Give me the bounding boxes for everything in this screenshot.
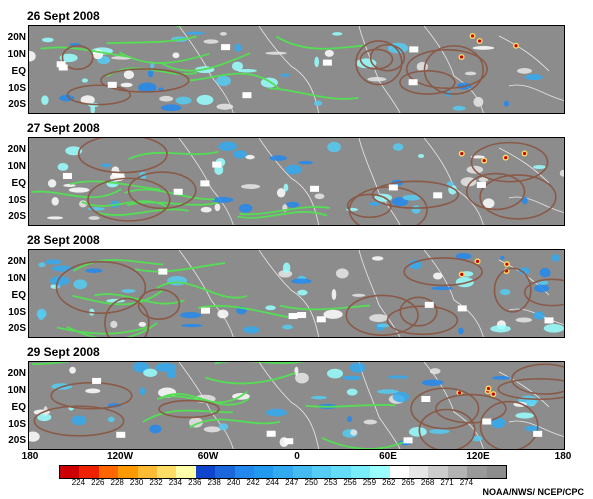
- legend-label: 236: [188, 478, 202, 487]
- lat-label-10n-panel-2: 10N: [7, 161, 26, 172]
- legend-label: 230: [129, 478, 144, 487]
- panel-date-3: 28 Sept 2008: [27, 233, 100, 247]
- panel-date-2: 27 Sept 2008: [27, 121, 100, 135]
- legend-label: 274: [459, 478, 474, 487]
- legend-swatch: [118, 466, 138, 478]
- lat-label-eq-panel-2: EQ: [11, 178, 26, 189]
- map-panel-1: [28, 25, 565, 114]
- legend-label: 262: [382, 478, 396, 487]
- legend-swatch: [156, 466, 177, 478]
- lat-label-10s-panel-2: 10S: [8, 195, 26, 206]
- legend-swatch: [60, 466, 80, 478]
- legend-swatch: [428, 466, 448, 478]
- legend-swatch: [215, 466, 235, 478]
- lon-label-120e: 120E: [466, 451, 490, 462]
- lat-label-20s-panel-2: 20S: [8, 211, 26, 222]
- panel-date-1: 26 Sept 2008: [27, 9, 100, 23]
- map-panel-4: [28, 361, 565, 450]
- lat-label-20s-panel-3: 20S: [8, 323, 26, 334]
- legend-label: 259: [362, 478, 377, 487]
- lat-label-10s-panel-4: 10S: [8, 419, 26, 430]
- legend-label: 224: [71, 478, 86, 487]
- lon-label-60w: 60W: [197, 451, 219, 462]
- lon-label-60e: 60E: [379, 451, 397, 462]
- lat-label-20n-panel-3: 20N: [7, 256, 26, 267]
- legend-label: 226: [91, 478, 105, 487]
- lat-label-10s-panel-3: 10S: [8, 307, 26, 318]
- legend-swatch: [350, 466, 371, 478]
- legend-label: 234: [168, 478, 183, 487]
- lat-label-20s-panel-1: 20S: [8, 99, 26, 110]
- legend-swatch: [409, 466, 429, 478]
- credit-text: NOAA/NWS/ NCEP/CPC: [482, 487, 584, 497]
- map-panel-3: [28, 249, 565, 338]
- legend-swatch: [331, 466, 351, 478]
- lat-label-10s-panel-1: 10S: [8, 83, 26, 94]
- lat-label-20s-panel-4: 20S: [8, 435, 26, 446]
- lon-label-180w: 180: [21, 451, 39, 462]
- legend-swatch: [195, 466, 216, 478]
- legend-label: 256: [343, 478, 357, 487]
- legend-label: 247: [285, 478, 299, 487]
- legend-swatch: [486, 466, 506, 478]
- legend-label: 250: [304, 478, 318, 487]
- legend-swatch: [98, 466, 119, 478]
- map-panel-2: [28, 137, 565, 226]
- panel-date-4: 29 Sept 2008: [27, 345, 100, 359]
- legend-swatch: [253, 466, 274, 478]
- lat-label-20n-panel-2: 20N: [7, 144, 26, 155]
- legend-swatch: [389, 466, 410, 478]
- legend-label: 271: [440, 478, 454, 487]
- legend-label: 232: [149, 478, 163, 487]
- legend-swatch: [447, 466, 468, 478]
- lat-label-eq-panel-1: EQ: [11, 66, 26, 77]
- lat-label-eq-panel-3: EQ: [11, 290, 26, 301]
- legend-swatch: [292, 466, 313, 478]
- legend-label: 228: [110, 478, 124, 487]
- legend-label: 265: [401, 478, 415, 487]
- lat-label-eq-panel-4: EQ: [11, 402, 26, 413]
- color-legend: [59, 465, 507, 479]
- lat-label-10n-panel-1: 10N: [7, 49, 26, 60]
- legend-label: 238: [207, 478, 221, 487]
- lon-label-0: 0: [294, 451, 300, 462]
- legend-label: 240: [226, 478, 241, 487]
- legend-swatch: [234, 466, 254, 478]
- legend-swatch: [370, 466, 390, 478]
- legend-swatch: [273, 466, 293, 478]
- legend-swatch: [137, 466, 157, 478]
- lat-label-10n-panel-4: 10N: [7, 385, 26, 396]
- legend-label: 244: [265, 478, 280, 487]
- lat-label-10n-panel-3: 10N: [7, 273, 26, 284]
- legend-swatch: [467, 466, 487, 478]
- legend-label: 268: [420, 478, 435, 487]
- lon-label-120w: 120W: [106, 451, 134, 462]
- legend-swatch: [176, 466, 196, 478]
- lat-label-20n-panel-4: 20N: [7, 368, 26, 379]
- legend-label: 253: [323, 478, 338, 487]
- lat-label-20n-panel-1: 20N: [7, 32, 26, 43]
- legend-label: 242: [246, 478, 260, 487]
- legend-swatch: [79, 466, 99, 478]
- lon-label-180e: 180: [554, 451, 572, 462]
- legend-swatch: [312, 466, 332, 478]
